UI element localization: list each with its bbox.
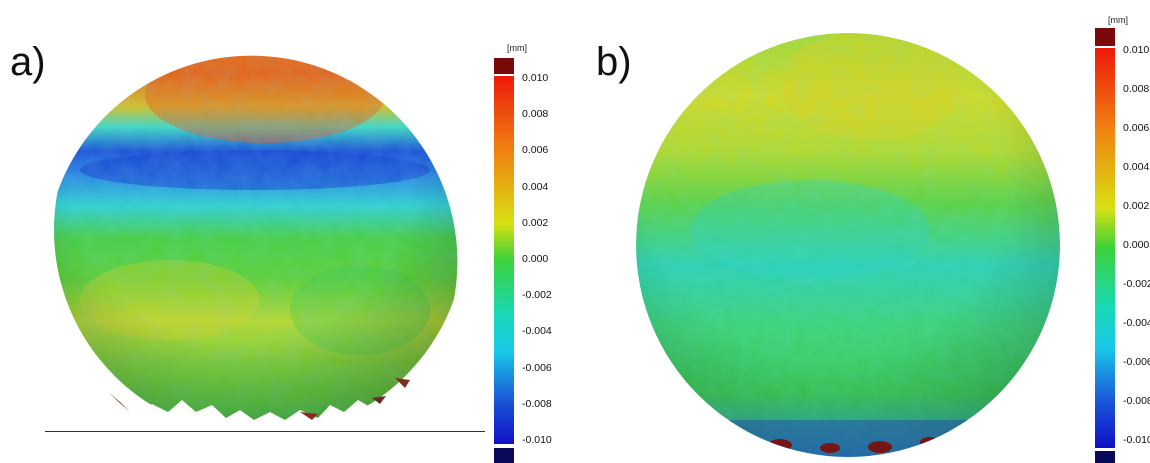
tick-label: 0.002 <box>522 216 549 229</box>
panel-a: a) <box>0 0 570 463</box>
tick-label: 0.010 <box>522 72 549 84</box>
tick-label: -0.006 <box>1123 356 1150 368</box>
tick-label: 0.004 <box>522 180 549 193</box>
tick-label: -0.002 <box>522 289 552 302</box>
ragged-edge-fragments <box>108 378 410 420</box>
unit-label: [mm] <box>507 43 527 53</box>
color-scale-a: [mm] 0.010 0.008 0.006 0.004 0.002 0.000 -0.00… <box>484 0 569 463</box>
tick-label: -0.004 <box>1123 317 1150 329</box>
tick-label: 0.010 <box>1123 44 1150 56</box>
sphere-b-deviation-map <box>636 33 1060 457</box>
color-scale-bar <box>1095 28 1115 463</box>
tick-label: -0.008 <box>522 397 552 410</box>
tick-label: 0.008 <box>522 108 549 121</box>
tick-label: 0.008 <box>1123 83 1150 95</box>
tick-label: 0.002 <box>1123 200 1150 212</box>
tick-label: 0.006 <box>1123 122 1150 134</box>
color-scale-b: [mm] 0.010 0.008 0.006 0.004 0.002 0.000 -0.00… <box>1085 0 1150 463</box>
tick-label: -0.010 <box>1123 434 1150 446</box>
tick-label: 0.000 <box>522 253 549 265</box>
panel-b: b) <box>580 0 1150 463</box>
tick-label: -0.010 <box>522 434 552 446</box>
color-scale-bar <box>494 58 514 463</box>
panel-b-label: b) <box>596 40 632 84</box>
sphere-a-deviation-map <box>54 55 458 420</box>
tick-label: -0.002 <box>1123 278 1150 290</box>
unit-label: [mm] <box>1108 15 1128 25</box>
baseline-rule <box>45 431 485 432</box>
tick-label: -0.004 <box>522 325 552 338</box>
panel-a-label: a) <box>10 40 46 84</box>
tick-label: 0.004 <box>1123 161 1150 173</box>
tick-label: 0.000 <box>1123 239 1150 251</box>
tick-label: -0.008 <box>1123 395 1150 407</box>
tick-label: -0.006 <box>522 361 552 374</box>
tick-label: 0.006 <box>522 144 549 157</box>
